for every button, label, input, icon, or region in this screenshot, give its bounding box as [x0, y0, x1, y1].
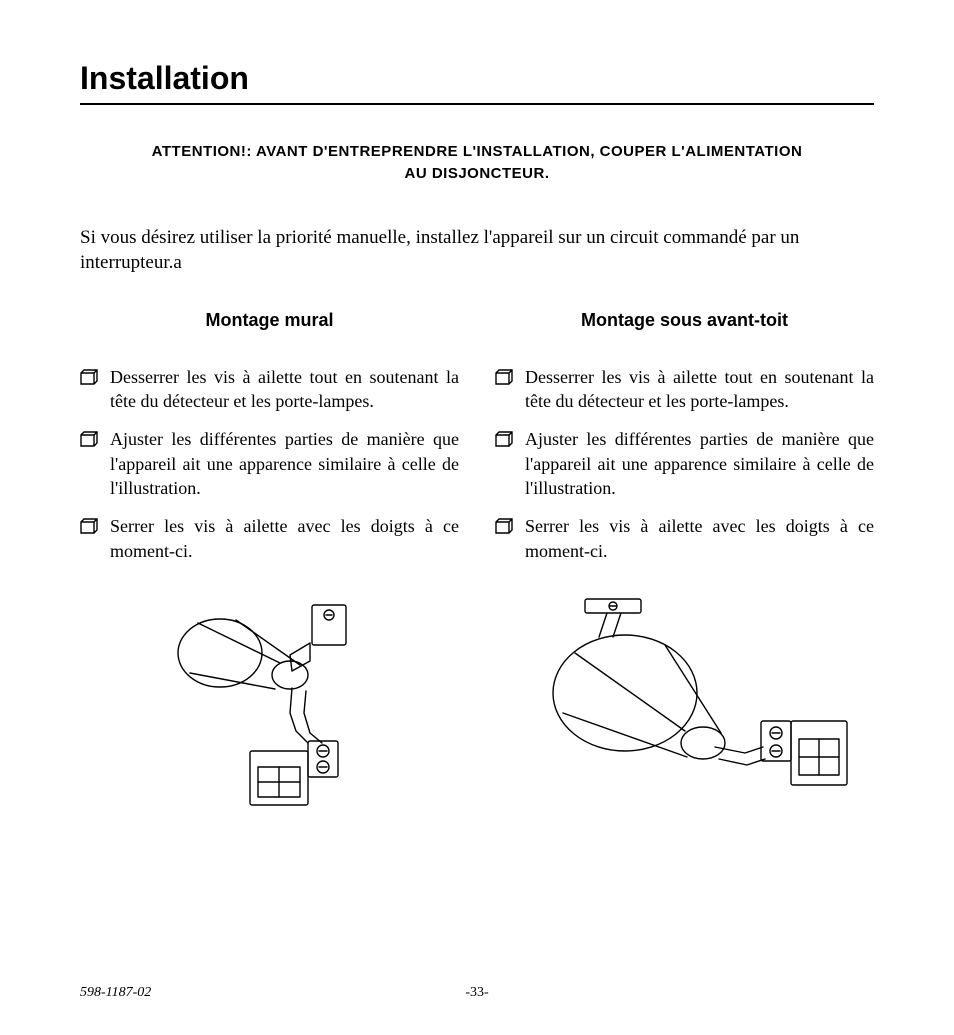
- illustration-wall-mount: [80, 593, 459, 828]
- heading-wall-mount: Montage mural: [80, 310, 459, 331]
- page: Installation ATTENTION!: AVANT D'ENTREPR…: [0, 0, 954, 1035]
- checkbox-icon: [495, 518, 513, 534]
- warning-text: ATTENTION!: AVANT D'ENTREPRENDRE L'INSTA…: [97, 141, 857, 185]
- illustration-eave-mount: [495, 593, 874, 828]
- item-text: Ajuster les différentes parties de maniè…: [525, 427, 874, 500]
- checklist-wall-mount: Desserrer les vis à ailette tout en sout…: [80, 365, 459, 563]
- checkbox-icon: [495, 369, 513, 385]
- list-item: Desserrer les vis à ailette tout en sout…: [495, 365, 874, 414]
- page-title: Installation: [80, 60, 874, 97]
- item-text: Ajuster les différentes parties de maniè…: [110, 427, 459, 500]
- checkbox-icon: [80, 369, 98, 385]
- document-number: 598-1187-02: [80, 985, 151, 1001]
- item-text: Desserrer les vis à ailette tout en sout…: [525, 365, 874, 414]
- item-text: Serrer les vis à ailette avec les doigts…: [525, 514, 874, 563]
- list-item: Serrer les vis à ailette avec les doigts…: [495, 514, 874, 563]
- column-eave-mount: Montage sous avant-toit Desserrer les vi…: [495, 310, 874, 828]
- page-number: -33-: [465, 985, 488, 1001]
- list-item: Desserrer les vis à ailette tout en sout…: [80, 365, 459, 414]
- checkbox-icon: [80, 431, 98, 447]
- checklist-eave-mount: Desserrer les vis à ailette tout en sout…: [495, 365, 874, 563]
- item-text: Desserrer les vis à ailette tout en sout…: [110, 365, 459, 414]
- warning-line2: AU DISJONCTEUR.: [404, 165, 549, 182]
- item-text: Serrer les vis à ailette avec les doigts…: [110, 514, 459, 563]
- checkbox-icon: [80, 518, 98, 534]
- heading-eave-mount: Montage sous avant-toit: [495, 310, 874, 331]
- title-rule: [80, 103, 874, 105]
- column-wall-mount: Montage mural Desserrer les vis à ailett…: [80, 310, 459, 828]
- page-footer: 598-1187-02 -33-: [80, 985, 874, 1001]
- list-item: Ajuster les différentes parties de maniè…: [80, 427, 459, 500]
- intro-paragraph: Si vous désirez utiliser la priorité man…: [80, 225, 874, 276]
- columns-wrapper: Montage mural Desserrer les vis à ailett…: [80, 310, 874, 828]
- list-item: Ajuster les différentes parties de maniè…: [495, 427, 874, 500]
- checkbox-icon: [495, 431, 513, 447]
- list-item: Serrer les vis à ailette avec les doigts…: [80, 514, 459, 563]
- warning-line1: ATTENTION!: AVANT D'ENTREPRENDRE L'INSTA…: [152, 143, 803, 160]
